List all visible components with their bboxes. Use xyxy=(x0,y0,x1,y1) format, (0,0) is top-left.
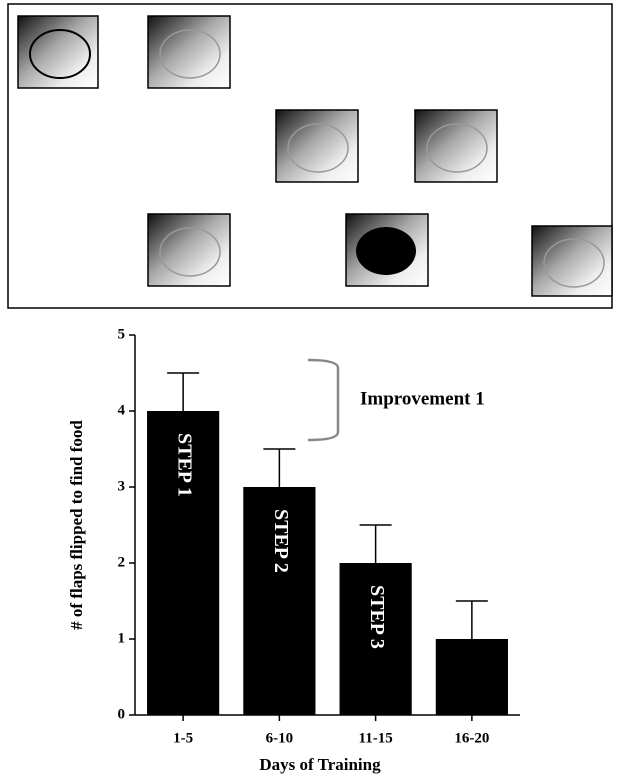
y-tick-label: 4 xyxy=(118,402,126,418)
x-tick-label: 1-5 xyxy=(173,730,193,746)
y-tick-label: 2 xyxy=(118,554,126,570)
x-axis-label: Days of Training xyxy=(259,755,381,774)
x-tick-label: 16-20 xyxy=(454,730,489,746)
y-tick-label: 5 xyxy=(118,326,126,342)
bar-label: STEP 1 xyxy=(174,433,196,497)
annotation: Improvement 1 xyxy=(360,388,485,409)
x-tick-label: 6-10 xyxy=(266,730,294,746)
flap xyxy=(532,226,612,296)
flap xyxy=(148,214,230,286)
bar-label: STEP 3 xyxy=(366,585,388,649)
y-tick-label: 3 xyxy=(118,478,126,494)
y-tick-label: 0 xyxy=(118,706,126,722)
x-tick-label: 11-15 xyxy=(359,730,393,746)
bracket xyxy=(308,360,338,440)
flap xyxy=(346,214,428,286)
flap xyxy=(276,110,358,182)
y-axis-label: # of flaps flipped to find food xyxy=(67,420,86,630)
bar-label: STEP 2 xyxy=(270,509,292,573)
flap xyxy=(148,16,230,88)
flap xyxy=(415,110,497,182)
figure: Improvement 1 Days of Training # of flap… xyxy=(0,0,620,778)
flap xyxy=(18,16,98,88)
y-tick-label: 1 xyxy=(118,630,126,646)
bar xyxy=(436,639,508,715)
flap-grid xyxy=(18,16,612,296)
